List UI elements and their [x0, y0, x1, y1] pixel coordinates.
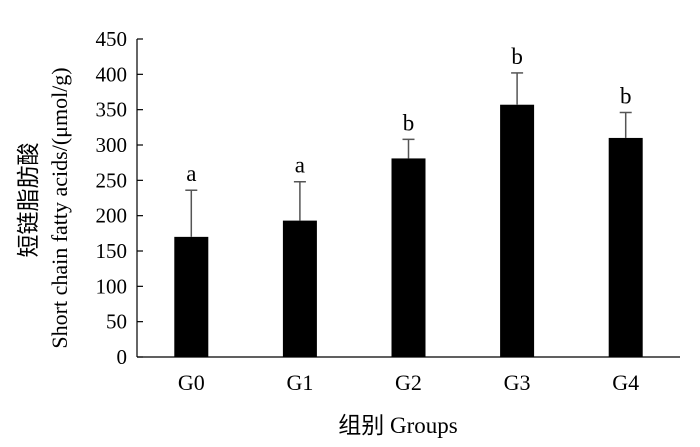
y-tick-label: 400 [96, 62, 128, 86]
x-tick-label: G1 [286, 370, 313, 395]
y-tick-label: 350 [96, 98, 128, 122]
x-axis-label: 组别 Groups [338, 413, 458, 438]
y-tick-label: 250 [96, 168, 128, 192]
y-tick-label: 50 [106, 310, 127, 334]
x-tick-label: G2 [395, 370, 422, 395]
y-tick-label: 300 [96, 133, 128, 157]
y-tick-label: 0 [117, 345, 128, 369]
y-tick-label: 450 [96, 27, 128, 51]
x-tick-label: G0 [178, 370, 205, 395]
y-tick-label: 100 [96, 274, 128, 298]
significance-letter: a [295, 153, 305, 178]
bar-g0 [174, 236, 209, 357]
x-tick-label: G3 [504, 370, 531, 395]
significance-letter: b [403, 110, 415, 135]
bars-group: a a b b b [174, 44, 643, 357]
significance-letter: b [620, 83, 632, 108]
x-tick-label: G4 [612, 370, 639, 395]
bar-g2 [391, 158, 426, 357]
y-axis-label-chinese: 短链脂肪酸 [16, 143, 41, 258]
y-tick-label: 150 [96, 239, 128, 263]
bar-g1 [282, 220, 317, 357]
significance-letter: b [511, 44, 523, 69]
y-axis-label: Short chain fatty acids/(μmol/g) [47, 67, 72, 348]
x-axis: G0 G1 G2 G3 G4 [137, 351, 680, 395]
significance-letter: a [186, 161, 196, 186]
bar-g3 [500, 104, 535, 357]
bar-g4 [608, 137, 643, 357]
y-axis: 0 50 100 150 200 250 300 350 400 450 [96, 27, 143, 369]
y-tick-label: 200 [96, 204, 128, 228]
